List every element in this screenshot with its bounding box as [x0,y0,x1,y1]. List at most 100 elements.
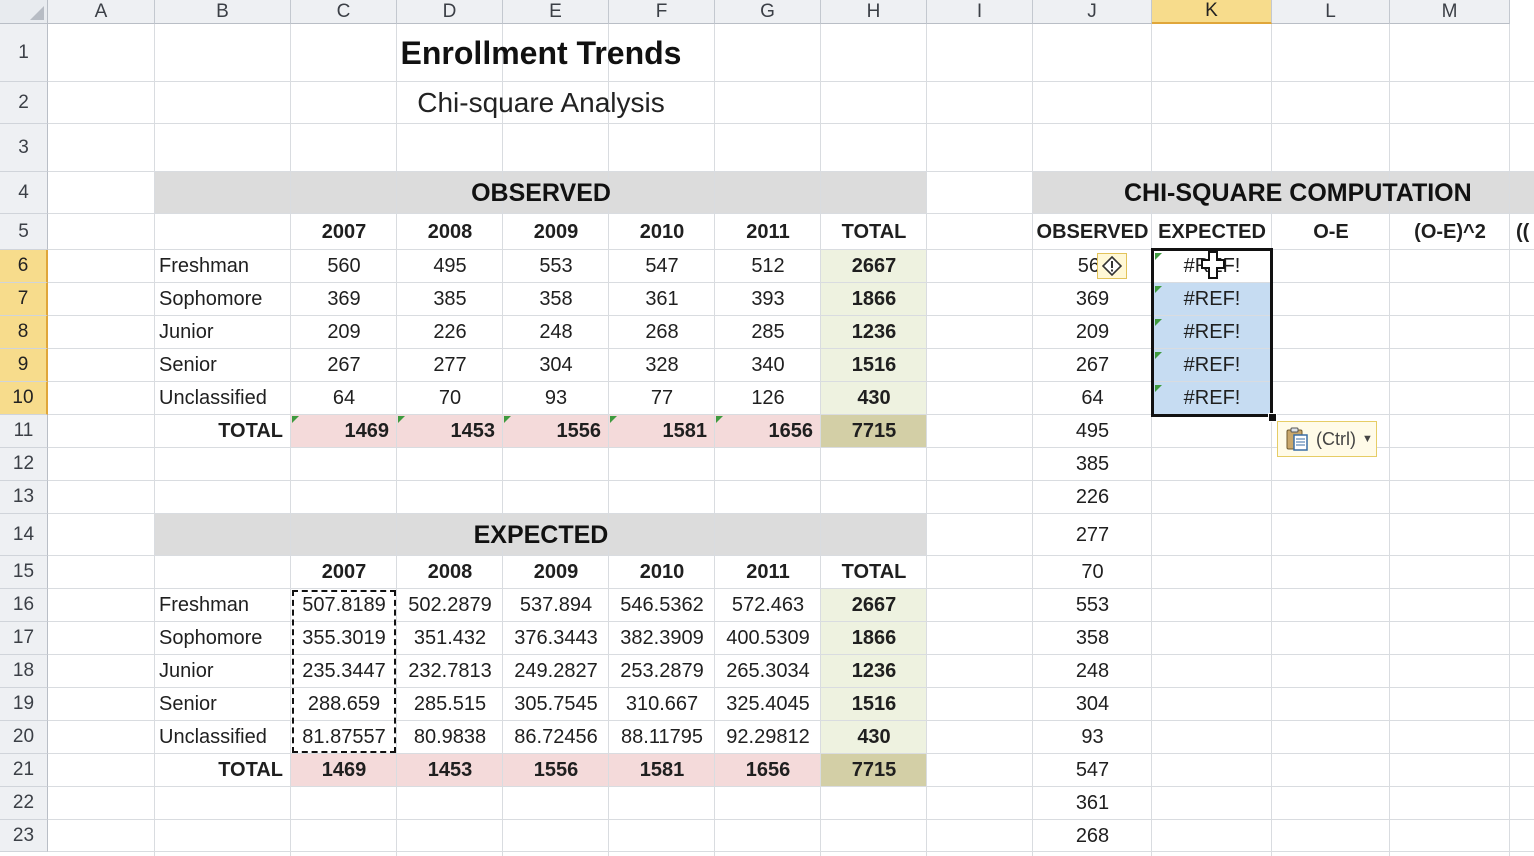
expected-value-cell[interactable]: 88.11795 [621,726,703,748]
expected-value-cell[interactable]: 288.659 [307,693,381,715]
chi-observed-value[interactable]: 267 [1075,354,1110,376]
chi-observed-value[interactable]: 553 [1075,594,1110,616]
sheet-title[interactable]: Enrollment Trends [400,34,682,71]
expected-value-cell[interactable]: 232.7813 [408,660,492,682]
observed-row-total[interactable]: 1236 [851,321,897,343]
paste-options-button[interactable]: (Ctrl) ▼ [1277,421,1377,457]
expected-row-label[interactable]: Senior [159,693,217,715]
error-check-button[interactable] [1097,253,1127,279]
expected-year-header[interactable]: 2007 [321,561,367,583]
observed-row-total[interactable]: 430 [857,387,891,409]
expected-total-header[interactable]: TOTAL [841,561,907,583]
row-header-23[interactable]: 23 [0,820,48,852]
observed-value-cell[interactable]: 304 [539,354,573,376]
expected-value-cell[interactable]: 355.3019 [302,627,386,649]
sheet-subtitle[interactable]: Chi-square Analysis [417,87,665,118]
observed-row-label[interactable]: Unclassified [159,387,267,409]
expected-value-cell[interactable]: 325.4045 [726,693,810,715]
chi-observed-value[interactable]: 358 [1075,627,1110,649]
row-header-21[interactable]: 21 [0,754,48,787]
expected-value-cell[interactable]: 249.2827 [514,660,598,682]
expected-year-header[interactable]: 2010 [639,561,685,583]
observed-grand-total[interactable]: 7715 [851,420,897,442]
observed-totals-label[interactable]: TOTAL [218,420,283,442]
observed-value-cell[interactable]: 547 [645,255,679,277]
chi-observed-value[interactable]: 209 [1075,321,1110,343]
observed-heading[interactable]: OBSERVED [471,178,611,207]
observed-value-cell[interactable]: 358 [539,288,573,310]
observed-row-total[interactable]: 1516 [851,354,897,376]
observed-value-cell[interactable]: 340 [751,354,785,376]
column-header-g[interactable]: G [715,0,821,24]
observed-year-header[interactable]: 2009 [533,220,579,243]
observed-value-cell[interactable]: 553 [539,255,573,277]
observed-year-header[interactable]: 2010 [639,220,685,243]
observed-year-header[interactable]: 2008 [427,220,473,243]
chi-observed-value[interactable]: 268 [1075,824,1110,847]
column-header-k[interactable]: K [1152,0,1272,24]
column-header-e[interactable]: E [503,0,609,24]
observed-row-label[interactable]: Freshman [159,255,250,277]
chi-square-heading[interactable]: CHI-SQUARE COMPUTATION [1124,178,1472,207]
observed-value-cell[interactable]: 277 [433,354,467,376]
fill-handle[interactable] [1268,413,1277,422]
expected-row-total[interactable]: 1866 [851,627,897,649]
expected-value-cell[interactable]: 285.515 [413,693,487,715]
chi-observed-value[interactable]: 304 [1075,693,1110,715]
expected-value-cell[interactable]: 546.5362 [620,594,704,616]
observed-row-label[interactable]: Sophomore [159,288,263,310]
chi-square-column-header[interactable]: O-E [1313,220,1349,243]
row-header-15[interactable]: 15 [0,556,48,589]
observed-value-cell[interactable]: 226 [433,321,467,343]
chi-square-column-header[interactable]: (( [1516,220,1530,243]
observed-column-total[interactable]: 1453 [450,420,496,442]
expected-value-cell[interactable]: 80.9838 [413,726,487,748]
observed-value-cell[interactable]: 369 [327,288,361,310]
row-header-7[interactable]: 7 [0,283,48,316]
observed-value-cell[interactable]: 393 [751,288,785,310]
expected-column-total[interactable]: 1556 [533,759,579,781]
observed-value-cell[interactable]: 209 [327,321,361,343]
observed-value-cell[interactable]: 64 [332,387,356,409]
expected-row-total[interactable]: 1236 [851,660,897,682]
row-header-3[interactable]: 3 [0,124,48,172]
observed-column-total[interactable]: 1656 [768,420,814,442]
expected-value-cell[interactable]: 351.432 [413,627,487,649]
chi-observed-value[interactable]: 64 [1081,387,1104,409]
chi-square-column-header[interactable]: EXPECTED [1158,220,1266,243]
column-header-l[interactable]: L [1272,0,1390,24]
row-header-22[interactable]: 22 [0,787,48,820]
chi-observed-value[interactable]: 547 [1075,759,1110,781]
expected-value-cell[interactable]: 537.894 [519,594,593,616]
column-header-c[interactable]: C [291,0,397,24]
expected-value-cell[interactable]: 235.3447 [302,660,386,682]
row-header-11[interactable]: 11 [0,415,48,448]
observed-value-cell[interactable]: 285 [751,321,785,343]
chi-observed-value[interactable]: 277 [1075,523,1110,546]
chi-observed-value[interactable]: 361 [1075,792,1110,814]
observed-value-cell[interactable]: 267 [327,354,361,376]
observed-value-cell[interactable]: 70 [438,387,462,409]
chi-expected-error-cell[interactable]: #REF! [1183,354,1241,376]
row-header-10[interactable]: 10 [0,382,48,415]
expected-value-cell[interactable]: 507.8189 [302,594,386,616]
chi-observed-value[interactable]: 495 [1075,420,1110,442]
expected-column-total[interactable]: 1469 [321,759,367,781]
row-header-17[interactable]: 17 [0,622,48,655]
expected-year-header[interactable]: 2008 [427,561,473,583]
expected-column-total[interactable]: 1453 [427,759,473,781]
expected-value-cell[interactable]: 310.667 [625,693,699,715]
expected-year-header[interactable]: 2009 [533,561,579,583]
chi-expected-error-cell[interactable]: #REF! [1183,321,1241,343]
observed-value-cell[interactable]: 248 [539,321,573,343]
expected-row-label[interactable]: Unclassified [159,726,267,748]
row-header-5[interactable]: 5 [0,214,48,250]
observed-value-cell[interactable]: 361 [645,288,679,310]
expected-value-cell[interactable]: 305.7545 [514,693,598,715]
observed-column-total[interactable]: 1469 [344,420,390,442]
column-header-h[interactable]: H [821,0,927,24]
chi-observed-value[interactable]: 56 [1077,255,1100,277]
row-header-16[interactable]: 16 [0,589,48,622]
expected-row-label[interactable]: Sophomore [159,627,263,649]
expected-row-total[interactable]: 2667 [851,594,897,616]
